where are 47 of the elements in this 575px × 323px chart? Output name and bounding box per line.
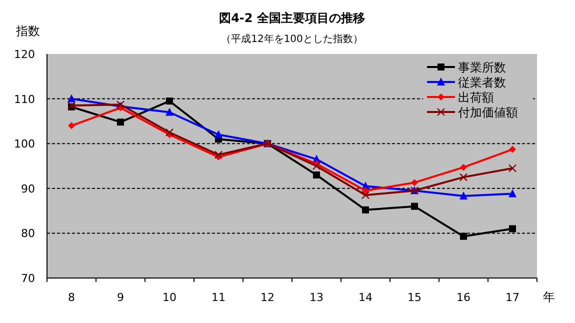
point [460,232,467,240]
point [411,202,418,210]
point [166,108,174,116]
y-tick-label: 100 [14,138,35,151]
x-tick-label: 16 [456,291,470,304]
y-axis-title: 指数 [15,24,40,38]
point [313,171,320,178]
point [459,173,468,182]
point [362,187,369,194]
point [509,146,516,153]
point [117,118,124,126]
legend-label: 出荷額 [458,90,494,104]
y-tick-label: 110 [14,92,35,106]
x-tick-label: 17 [506,291,520,304]
x-axis-title: 年 [543,290,555,304]
point [68,122,75,130]
point [460,164,467,171]
x-tick-label: 15 [408,291,422,304]
point [214,150,223,159]
point [508,164,517,172]
chart-title: 図4-2 全国主要項目の推移 [219,11,365,25]
point [509,225,516,232]
point [68,94,76,102]
y-tick-label: 80 [21,227,35,240]
point [165,128,174,136]
legend-label: 事業所数 [458,60,506,74]
x-tick-label: 10 [162,291,176,304]
y-tick-label: 120 [14,48,35,61]
y-tick-label: 70 [21,272,35,285]
legend-label: 付加価値額 [457,106,518,120]
legend-label: 従業者数 [458,76,506,90]
x-tick-label: 11 [212,291,226,304]
chart-subtitle: （平成12年を100とした指数） [221,33,363,45]
x-tick-label: 14 [358,291,372,304]
point [214,130,222,138]
point [362,206,369,214]
point [411,179,418,186]
x-tick-label: 13 [310,291,324,304]
point [508,189,516,198]
point [166,98,173,105]
x-tick-label: 12 [260,291,274,304]
point [460,192,468,200]
point [361,191,370,200]
x-tick-label: 9 [117,291,124,304]
point [312,162,321,170]
x-tick-label: 8 [68,291,75,304]
y-tick-label: 90 [21,182,35,196]
